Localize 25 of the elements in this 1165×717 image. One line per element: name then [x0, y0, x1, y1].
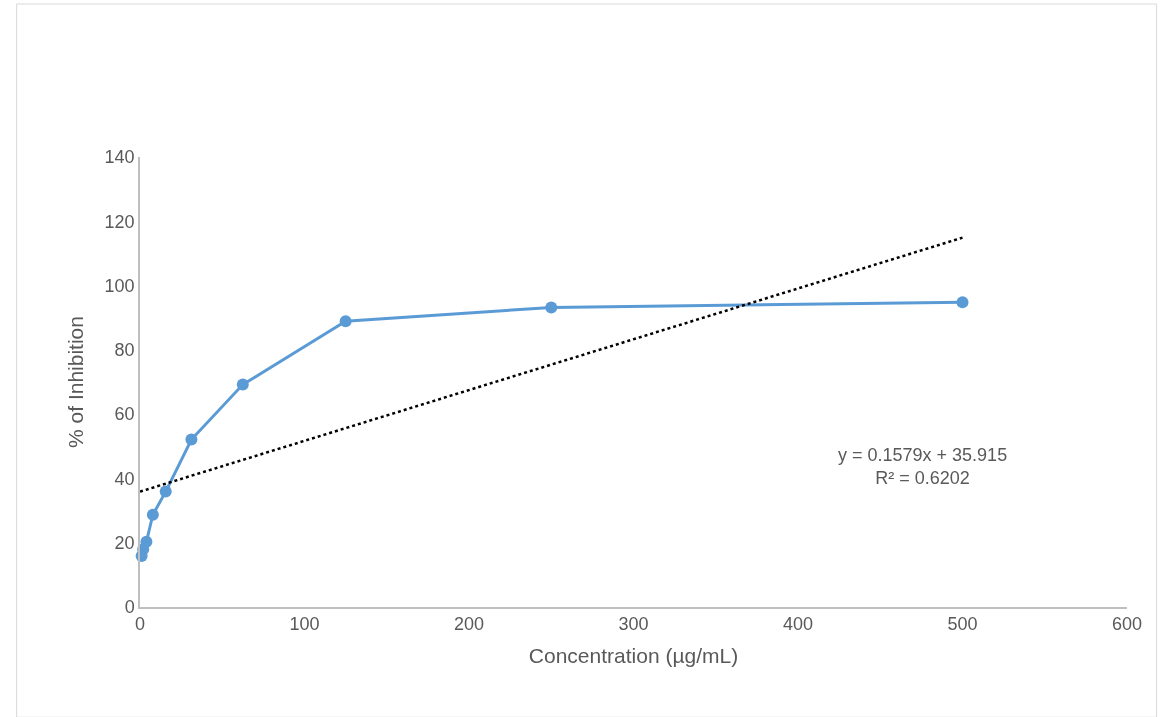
x-tick-label: 400 [782, 614, 814, 635]
y-tick-label: 0 [124, 597, 135, 618]
y-tick-label: 80 [114, 340, 135, 361]
point [236, 378, 249, 391]
y-axis-title: % of Inhibition [64, 316, 88, 448]
y-tick-label: 100 [104, 275, 135, 296]
point [146, 508, 159, 521]
point [140, 535, 153, 548]
x-tick-label: 200 [453, 614, 485, 635]
x-tick-label: 100 [289, 614, 320, 635]
x-axis-title: Concentration (µg/mL) [528, 644, 739, 668]
y-tick-label: 20 [114, 533, 135, 554]
annotation: y = 0.1579x + 35.915 R² = 0.6202 [838, 445, 1008, 489]
point [956, 296, 969, 309]
point [159, 485, 172, 498]
y-tick-label: 120 [104, 211, 135, 232]
x-tick-label: 600 [1111, 614, 1143, 635]
x-tick-label: 300 [618, 614, 649, 635]
point [545, 301, 558, 314]
point [339, 315, 352, 328]
x-tick-label: 500 [947, 614, 978, 635]
y-tick-label: 60 [114, 404, 135, 425]
y-tick-label: 40 [114, 468, 135, 489]
point [185, 433, 198, 446]
y-tick-label: 140 [104, 147, 135, 168]
